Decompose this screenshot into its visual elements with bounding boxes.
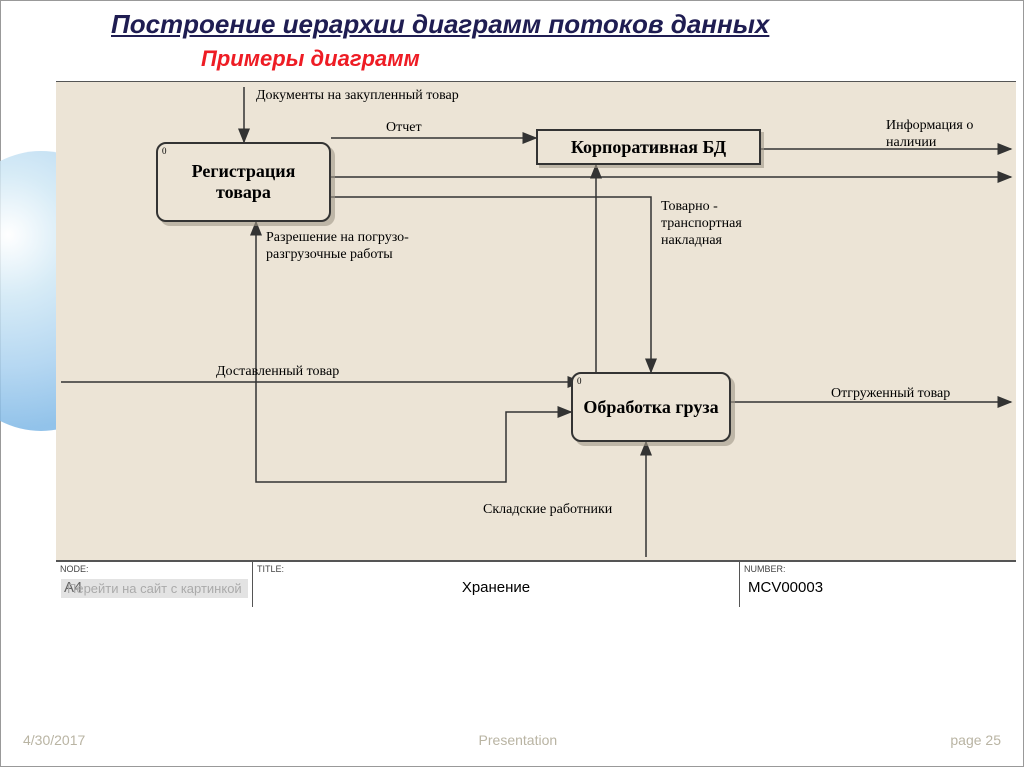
process-node: Обработка груза0: [571, 372, 731, 442]
dfd-diagram: Регистрация товара0 Обработка груза0 Корпо…: [56, 81, 1016, 561]
footer-center: Presentation: [479, 732, 558, 748]
slide-subtitle: Примеры диаграмм: [201, 46, 420, 72]
infobar-number: NUMBER: MCV00003: [740, 562, 1016, 607]
process-node: Регистрация товара0: [156, 142, 331, 222]
slide-title: Построение иерархии диаграмм потоков дан…: [111, 9, 1003, 40]
flow-label: Отгруженный товар: [831, 386, 950, 403]
flow-label: Складские работники: [483, 502, 612, 519]
footer-page: page 25: [950, 732, 1001, 748]
flow-label: Товарно - транспортная накладная: [661, 199, 791, 249]
flow-label: Разрешение на погрузо-разгрузочные работ…: [266, 230, 456, 264]
slide-footer: 4/30/2017 Presentation page 25: [23, 732, 1001, 748]
watermark-link[interactable]: Перейти на сайт с картинкой: [61, 579, 248, 598]
datastore-node: Корпоративная БД: [536, 129, 761, 165]
infobar-title: TITLE: Хранение: [253, 562, 740, 607]
flow-label: Отчет: [386, 120, 422, 137]
flow-arrow: [331, 197, 651, 372]
slide: Построение иерархии диаграмм потоков дан…: [0, 0, 1024, 767]
footer-date: 4/30/2017: [23, 732, 85, 748]
flow-label: Информация о наличии: [886, 118, 996, 152]
flow-label: Документы на закупленный товар: [256, 88, 459, 105]
flow-label: Доставленный товар: [216, 364, 339, 381]
